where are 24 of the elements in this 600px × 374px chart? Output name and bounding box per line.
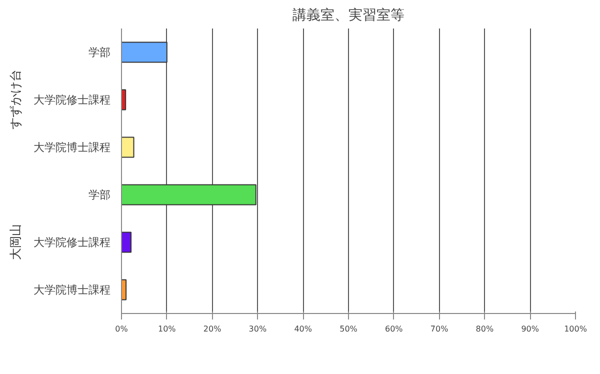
- x-tick-label: 20%: [203, 324, 222, 334]
- x-tick-label: 50%: [340, 324, 358, 334]
- y-tick-label: 大学院博士課程: [34, 140, 110, 154]
- y-tick-label: 大学院修士課程: [34, 93, 110, 106]
- bar: [122, 42, 168, 63]
- x-tick-label: 100%: [564, 324, 588, 334]
- bar: [122, 232, 132, 253]
- y-tick-label: 大学院博士課程: [34, 283, 110, 296]
- bar: [122, 136, 134, 158]
- x-tick-label: 90%: [521, 324, 540, 334]
- x-tick-label: 0%: [115, 324, 128, 334]
- x-tick-label: 80%: [476, 324, 494, 334]
- x-tick-label: 30%: [248, 324, 267, 334]
- x-tick-label: 60%: [385, 324, 404, 334]
- x-tick-label: 10%: [158, 324, 176, 334]
- bar: [122, 184, 256, 206]
- text: すずかけ台: [8, 70, 22, 130]
- x-tick-label: 40%: [294, 324, 312, 334]
- y-tick-label: 大学院修士課程: [34, 236, 110, 249]
- y-tick-label: 学部: [88, 188, 110, 202]
- x-tick-label: 70%: [430, 324, 449, 334]
- chart-title: 講義室、実習室等: [292, 8, 404, 24]
- text: 大岡山: [8, 224, 22, 260]
- y-tick-label: 学部: [88, 46, 110, 59]
